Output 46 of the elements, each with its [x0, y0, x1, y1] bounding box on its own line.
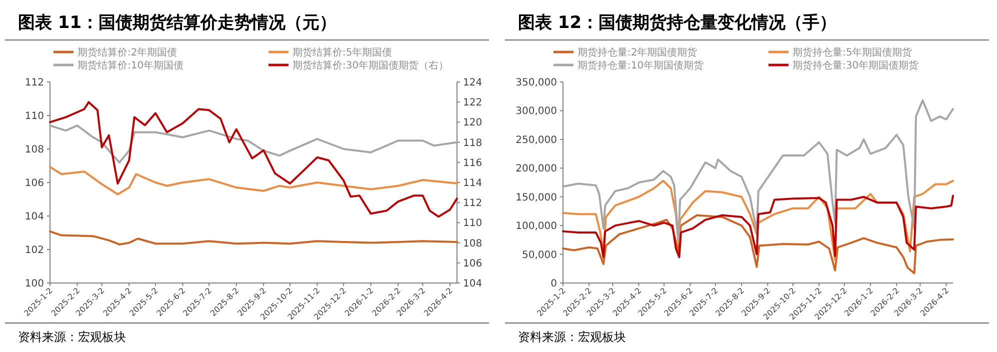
text: 资料来源：宏观板块	[18, 330, 126, 344]
y-tick-label: 112	[24, 78, 44, 88]
line-series	[562, 214, 954, 274]
y2-tick-label: 120	[463, 118, 482, 129]
y2-tick-label: 106	[463, 258, 482, 270]
line-series	[49, 230, 458, 246]
legend-label: 期货结算价:5年期国债	[292, 46, 392, 58]
legend-label: 期货持仓量:30年期国债期货	[792, 60, 919, 72]
legend-label: 期货持仓量:10年期国债期货	[578, 60, 704, 72]
y2-tick-label: 108	[463, 238, 482, 250]
legend-label: 期货持仓量:2年期国债期货	[578, 46, 698, 58]
line-series	[562, 194, 954, 258]
y2-tick-label: 122	[463, 98, 482, 109]
y2-tick-label: 110	[463, 218, 482, 230]
y2-tick-label: 114	[463, 178, 482, 189]
y2-tick-label: 104	[463, 278, 482, 290]
line-series	[49, 101, 458, 218]
y-tick-label: 108	[24, 144, 44, 156]
y-tick-label: 110	[24, 111, 44, 122]
legend-label: 期货持仓量:5年期国债期货	[792, 46, 912, 58]
y-tick-label: 106	[24, 178, 44, 189]
y-tick-label: 350,000	[516, 78, 557, 88]
text: 资料来源：宏观板块	[518, 330, 626, 344]
y-tick-label: 102	[24, 245, 44, 256]
y2-tick-label: 112	[463, 198, 482, 210]
legend-label: 期货结算价:30年期国债期货（右）	[292, 60, 449, 72]
line-series	[49, 124, 458, 164]
y-tick-label: 100	[24, 278, 44, 290]
y-tick-label: 250,000	[516, 134, 557, 146]
legend-label: 期货结算价:10年期国债	[78, 60, 184, 72]
y-tick-label: 100,000	[516, 221, 557, 232]
y-tick-label: 104	[24, 212, 44, 222]
line-series	[562, 99, 954, 241]
y-tick-label: 200,000	[516, 164, 557, 175]
y-tick-label: 0	[550, 278, 557, 290]
y-tick-label: 50,000	[522, 250, 557, 261]
legend-label: 期货结算价:2年期国债	[78, 46, 178, 58]
y-tick-label: 150,000	[516, 192, 557, 204]
line-series	[49, 166, 458, 196]
y-tick-label: 300,000	[516, 106, 557, 118]
chart-title: 图表 11：国债期货结算价走势情况（元）	[18, 13, 337, 33]
y2-tick-label: 124	[463, 78, 482, 88]
y2-tick-label: 118	[463, 138, 482, 149]
chart-title: 图表 12：国债期货持仓量变化情况（手）	[518, 13, 837, 33]
line-series	[562, 180, 954, 262]
y2-tick-label: 116	[463, 158, 482, 169]
